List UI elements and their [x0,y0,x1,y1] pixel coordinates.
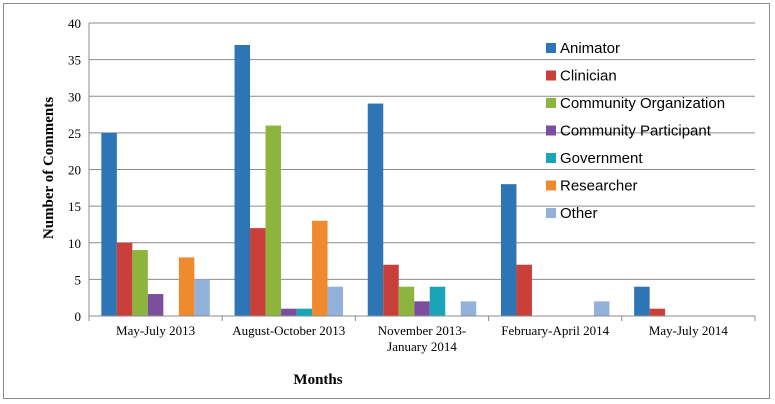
axes [88,23,756,321]
y-axis-title: Number of Comments [41,97,57,239]
legend-label: Community Participant [560,123,712,140]
bar [634,286,650,316]
x-tick-label: May-July 2013 [116,323,195,338]
legend-swatch [546,153,556,163]
legend-swatch [546,43,556,53]
bar [593,301,610,316]
legend-label: Clinician [560,68,617,85]
bar [429,286,446,316]
legend-swatch [546,208,556,218]
x-axis-title: Months [293,372,342,388]
bar [250,228,266,316]
legend-label: Community Organization [560,95,725,112]
bar [500,184,517,316]
legend-label: Animator [560,40,620,57]
x-tick-label: November 2013-January 2014 [378,323,466,354]
y-tick-label: 0 [75,309,82,324]
bar [296,308,313,316]
bar [516,264,532,316]
legend: Animator Clinician Community Organization C… [546,40,725,222]
bar [194,279,210,316]
bar [147,294,164,316]
bar [116,242,133,316]
bar [132,250,148,316]
bar [178,257,195,316]
bar [383,264,399,316]
bar [414,301,430,316]
chart-frame [3,3,770,399]
bar [398,286,415,316]
bar [265,125,282,316]
gridlines [89,22,755,280]
bar [234,44,251,316]
y-tick-label: 30 [68,89,81,104]
x-tick-label: May-July 2014 [649,323,729,338]
y-tick-label: 20 [68,163,81,178]
y-tick-label: 5 [75,272,82,287]
y-tick-label: 15 [68,199,81,214]
legend-label: Other [560,205,598,222]
x-tick-label: February-April 2014 [501,323,609,338]
y-tick-label: 10 [68,236,81,251]
y-tick-label: 35 [68,53,81,68]
bar [101,132,117,316]
legend-swatch [546,70,556,81]
bar [649,308,666,316]
y-tick-label: 40 [68,16,81,31]
y-tick-label: 25 [68,126,81,141]
legend-swatch [546,98,556,108]
legend-label: Researcher [560,178,638,195]
bar [460,301,477,316]
x-tick-label: August-October 2013 [232,323,345,338]
bar [312,220,328,316]
bar [281,308,297,316]
bar [367,103,384,316]
x-tick-labels: May-July 2013 August-October 2013 November… [116,323,728,354]
bar [327,286,344,316]
legend-swatch [546,125,556,136]
legend-swatch [546,180,556,191]
legend-label: Government [560,150,643,167]
bars [101,44,666,316]
y-tick-labels: 0 5 10 15 20 25 30 35 40 [68,16,81,324]
